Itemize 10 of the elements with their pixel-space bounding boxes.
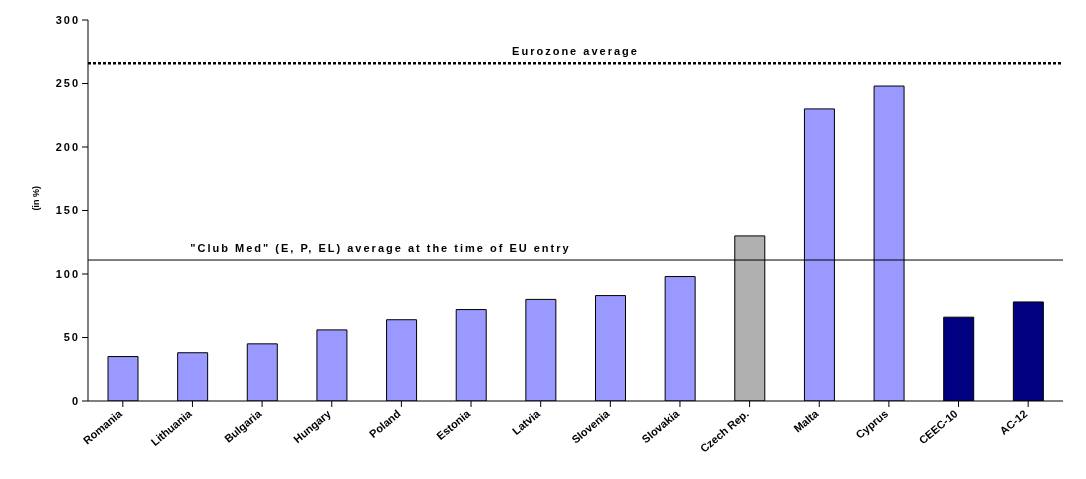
y-axis-title: (in %) [31,186,42,211]
y-tick-label: 0 [71,394,80,407]
y-tick-label: 200 [55,140,80,153]
ref-line-label: Eurozone average [512,45,639,58]
y-tick-label: 150 [55,204,80,217]
y-tick-label: 100 [55,267,80,280]
y-tick-label: 50 [63,331,80,344]
y-tick-label: 250 [55,77,80,90]
ref-line-label: "Club Med" (E, P, EL) average at the time of EU entry [190,242,571,255]
y-tick-label: 300 [55,13,80,26]
